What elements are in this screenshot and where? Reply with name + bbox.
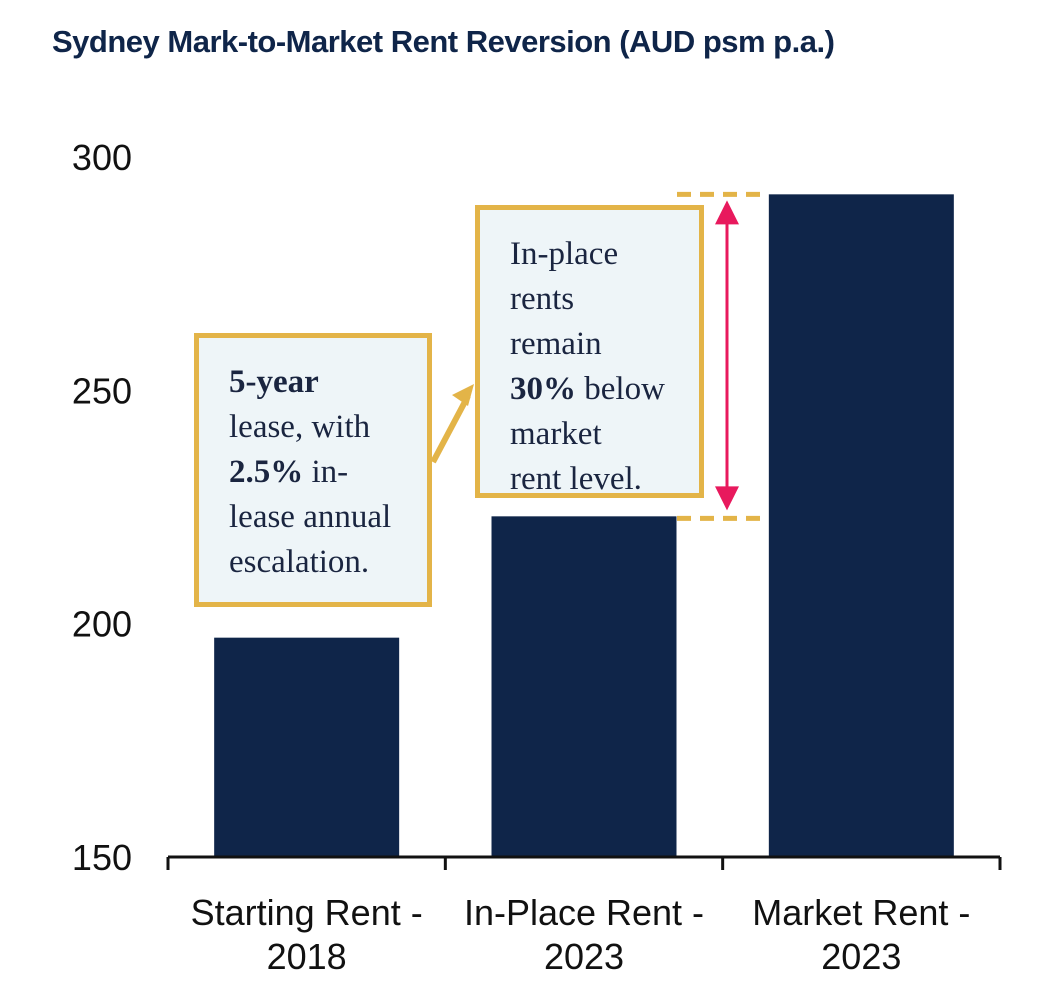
x-category-label-line: In-Place Rent - [464,892,704,933]
x-category-label-line: 2023 [544,936,624,977]
callout-pointer-line [430,394,471,464]
callout-line: rents [510,281,575,317]
callout-line: market [510,416,602,452]
callout-line: In-place [510,236,619,272]
bar [491,516,677,857]
callout-lease-terms: 5-year lease, with 2.5% in- lease annual… [194,333,432,607]
bar [768,194,954,858]
y-tick-label: 150 [72,837,132,878]
x-category-label: In-Place Rent -2023 [464,892,704,977]
x-category-label: Starting Rent -2018 [191,892,423,977]
callout-reversion-gap: In-place rents remain 30% below market r… [475,205,704,498]
x-category-label-line: Starting Rent - [191,892,423,933]
callout-bold-30-percent: 30% [510,371,576,407]
callout-line: escalation. [229,544,370,580]
gap-arrow-head-down [715,486,739,511]
gap-arrow-head-up [715,200,739,225]
x-category-label-line: Market Rent - [752,892,970,933]
gap-marker [677,191,767,521]
x-category-label: Market Rent -2023 [752,892,970,977]
callout-line: below [584,371,665,407]
callout-line: lease annual [229,499,392,535]
callout-line: remain [510,326,602,362]
y-tick-label: 300 [72,137,132,178]
callout-line: in- [311,454,349,490]
y-tick-label: 200 [72,604,132,645]
callout-line: lease, with [229,409,371,445]
callout-pointer-arrow [430,384,474,464]
y-axis-ticks: 150 200 250 300 [72,137,132,878]
x-category-label-line: 2023 [821,936,901,977]
chart-title: Sydney Mark-to-Market Rent Reversion (AU… [52,24,835,59]
callout-bold-5-year: 5-year [229,364,319,400]
bar [214,637,400,857]
callout-pointer-head [452,384,474,406]
x-axis [166,855,1002,870]
bars [214,194,954,858]
x-category-label-line: 2018 [267,936,347,977]
callout-bold-2-5-percent: 2.5% [229,454,304,490]
callout-line: rent level. [510,461,642,497]
y-tick-label: 250 [72,370,132,411]
